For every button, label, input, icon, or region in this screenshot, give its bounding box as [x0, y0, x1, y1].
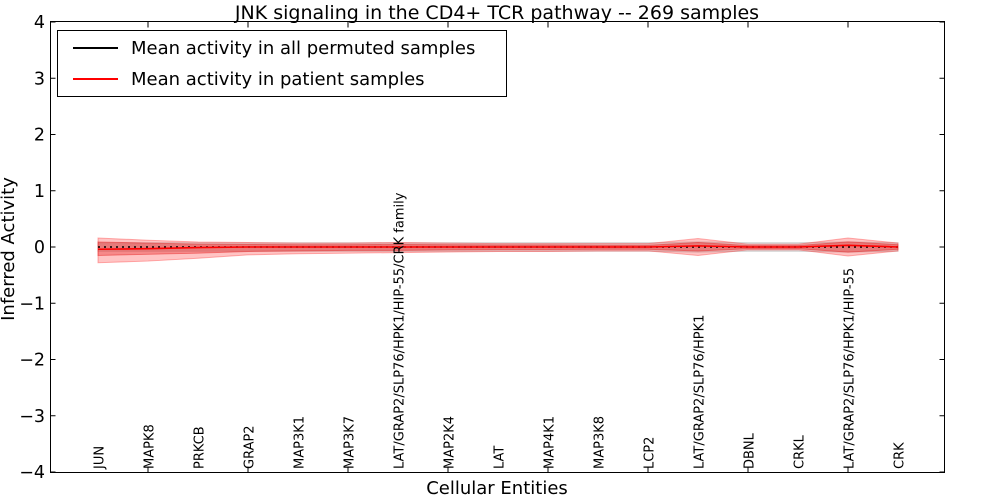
x-category-label: LAT — [493, 446, 508, 469]
legend-label-permuted: Mean activity in all permuted samples — [131, 37, 476, 59]
y-axis-label: Inferred Activity — [0, 177, 19, 321]
y-tick-label: −3 — [19, 407, 45, 427]
y-tick-label: 2 — [34, 126, 45, 146]
x-category-label: CRK — [893, 442, 908, 469]
x-category-label: LAT/GRAP2/SLP76/HPK1/HIP-55 — [843, 268, 858, 469]
y-tick-label: −2 — [19, 351, 45, 371]
x-category-label: LAT/GRAP2/SLP76/HPK1 — [693, 315, 708, 469]
y-tick-label: 4 — [34, 13, 45, 33]
x-category-label: MAP3K7 — [343, 416, 358, 469]
permuted-line-swatch — [73, 47, 118, 49]
patient-mean-line — [97, 244, 899, 251]
legend-entry-patient: Mean activity in patient samples — [73, 69, 506, 90]
x-category-label: MAPK8 — [143, 424, 158, 469]
y-tick-label: 3 — [34, 69, 45, 89]
x-category-label: MAP3K8 — [593, 416, 608, 469]
y-tick-label: −4 — [19, 463, 45, 483]
y-tick-label: −1 — [19, 294, 45, 314]
x-category-label: LCP2 — [643, 437, 658, 469]
legend-label-patient: Mean activity in patient samples — [131, 68, 425, 90]
x-category-label: MAP2K4 — [443, 416, 458, 469]
legend-entry-permuted: Mean activity in all permuted samples — [73, 38, 506, 59]
x-category-label: DBNL — [743, 432, 758, 469]
x-axis-label: Cellular Entities — [426, 478, 568, 499]
x-category-label: MAP3K1 — [293, 416, 308, 469]
chart-title: JNK signaling in the CD4+ TCR pathway --… — [234, 2, 760, 24]
x-category-label: GRAP2 — [243, 425, 258, 469]
patient-line-swatch — [73, 78, 118, 80]
patient-samples-std-outer-band — [97, 237, 899, 264]
x-category-label: LAT/GRAP2/SLP76/HPK1/HIP-55/CRK family — [393, 192, 408, 469]
y-tick-label: 0 — [34, 238, 45, 258]
x-category-label: MAP4K1 — [543, 416, 558, 469]
x-category-label: JUN — [93, 446, 108, 470]
x-category-label: PRKCB — [193, 426, 208, 469]
legend-box: Mean activity in all permuted samples Me… — [57, 30, 507, 97]
y-tick-label: 1 — [34, 182, 45, 202]
x-category-label: CRKL — [793, 434, 808, 469]
